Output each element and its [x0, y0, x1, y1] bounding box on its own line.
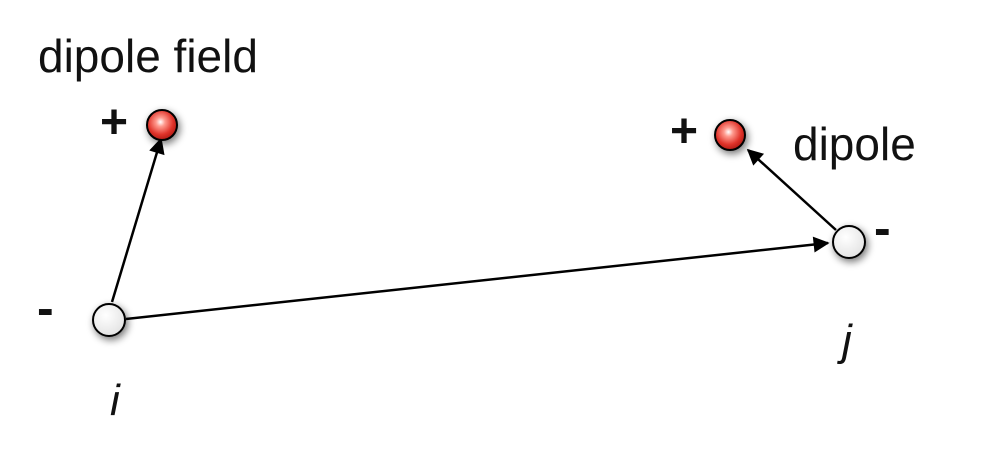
- dipole-field-label: dipole field: [38, 30, 258, 82]
- arrow-j-to-dipole: [746, 148, 837, 231]
- dipole-label: dipole: [793, 118, 916, 170]
- plus-sign-dipole: +: [670, 105, 698, 158]
- arrow-i-to-j: [125, 236, 830, 321]
- index-i-label: i: [110, 376, 121, 425]
- charge-i: [92, 303, 126, 337]
- charge-j: [832, 225, 866, 259]
- minus-sign-i: -: [37, 280, 54, 336]
- index-j-label: j: [837, 316, 853, 365]
- minus-sign-j: -: [874, 200, 891, 256]
- positive-charge-field: [146, 109, 178, 141]
- positive-charge-dipole: [714, 119, 746, 151]
- arrow-i-to-field: [110, 137, 165, 303]
- plus-sign-field: +: [100, 96, 128, 149]
